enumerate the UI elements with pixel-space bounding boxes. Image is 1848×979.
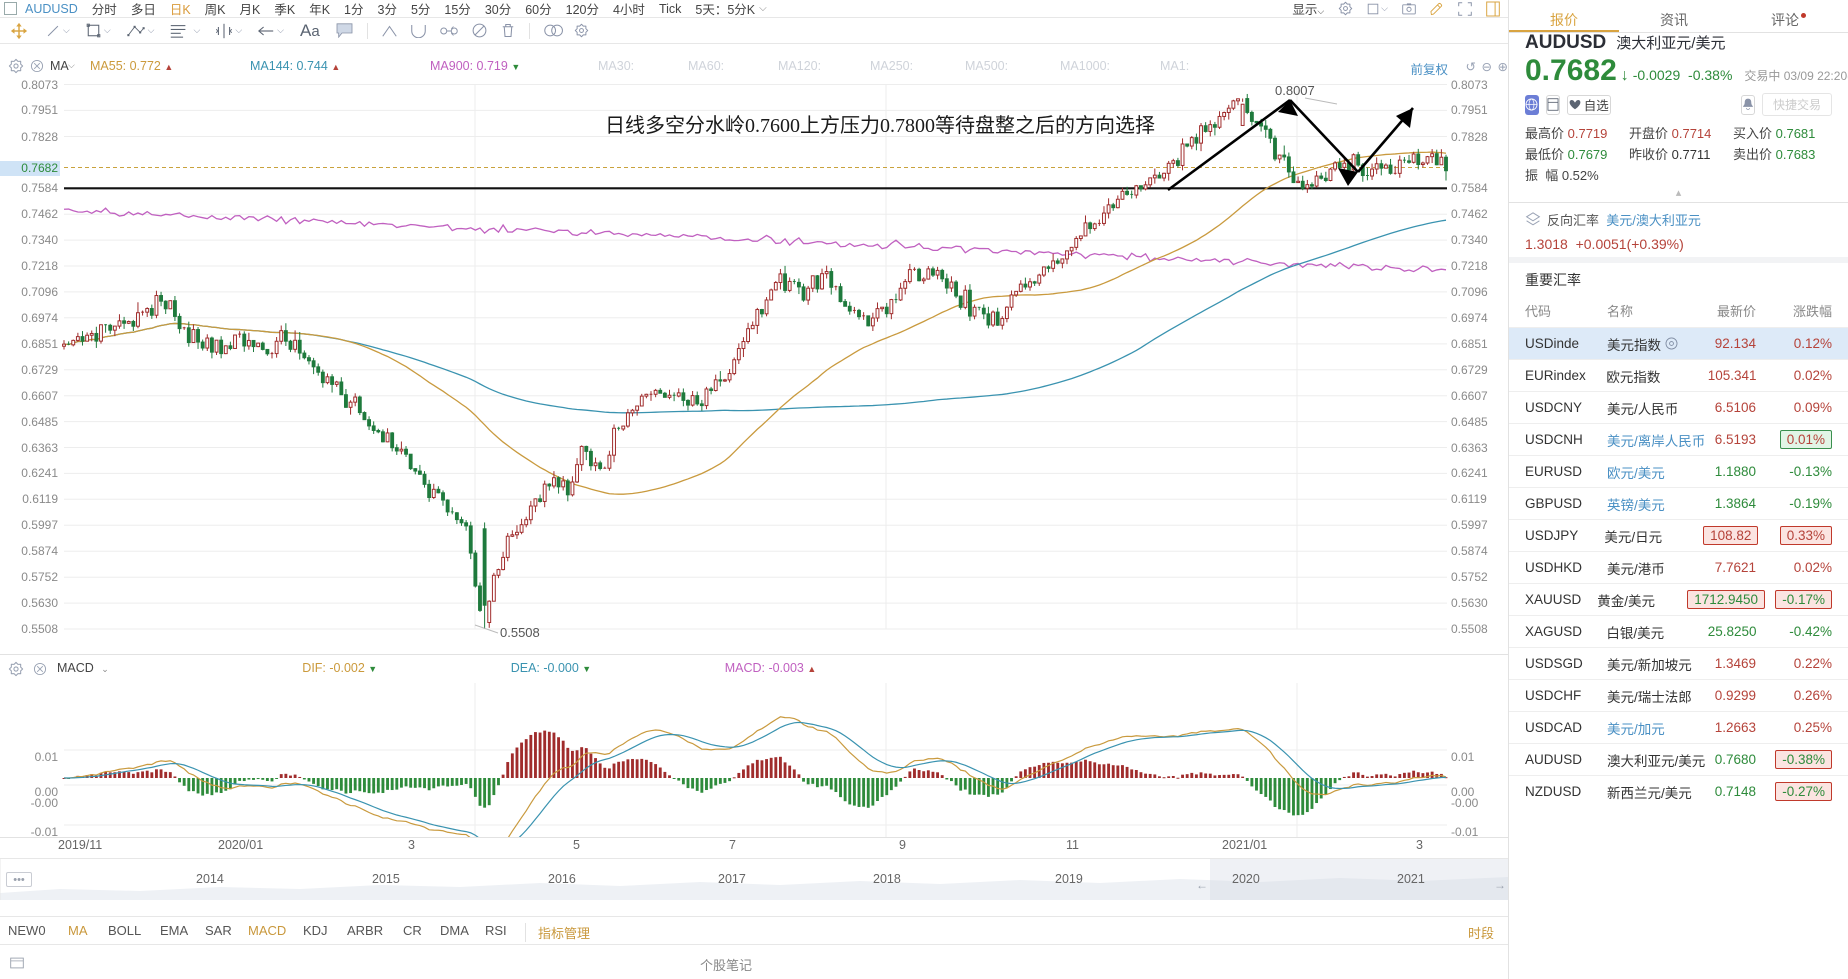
svg-text:0.5508: 0.5508 [500, 625, 540, 640]
svg-text:0.8007: 0.8007 [1275, 83, 1315, 98]
